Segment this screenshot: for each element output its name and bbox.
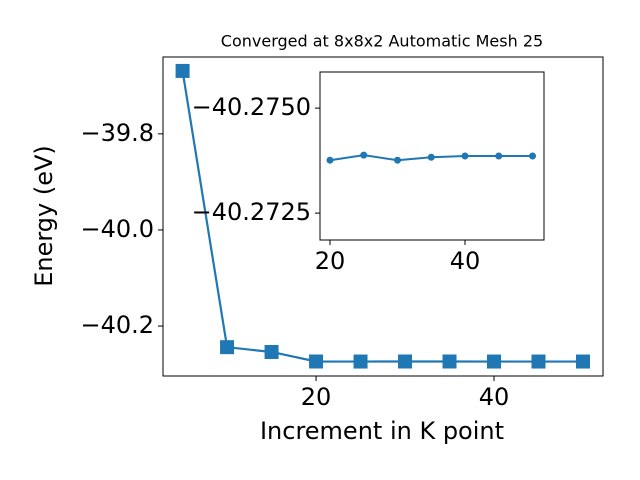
marker: [398, 354, 413, 369]
marker: [529, 152, 537, 160]
series-line: [181, 70, 583, 363]
marker: [394, 156, 402, 164]
y-tick-label: −40.2725: [192, 198, 311, 226]
marker: [326, 156, 334, 164]
x-axis-label: Increment in K point: [260, 417, 504, 445]
x-tick-label: 20: [301, 383, 332, 411]
marker: [360, 151, 368, 159]
marker: [427, 153, 435, 161]
x-tick-label: 40: [450, 247, 481, 275]
marker: [575, 354, 590, 369]
axes-frame: [162, 56, 604, 377]
y-tick-label: −40.2750: [192, 93, 311, 121]
marker: [461, 152, 469, 160]
marker: [495, 152, 503, 160]
chart-title: Converged at 8x8x2 Automatic Mesh 25: [221, 32, 543, 51]
x-tick-label: 40: [479, 383, 510, 411]
y-tick-label: −40.0: [80, 215, 154, 243]
marker: [264, 344, 279, 359]
marker: [487, 354, 502, 369]
y-tick-label: −39.8: [80, 119, 154, 147]
axes-frame: [319, 71, 545, 241]
y-axis-label: Energy (eV): [30, 145, 58, 287]
x-tick-label: 20: [315, 247, 346, 275]
marker: [531, 354, 546, 369]
marker: [442, 354, 457, 369]
y-tick-label: −40.2: [80, 311, 154, 339]
marker: [309, 354, 324, 369]
marker: [353, 354, 368, 369]
marker: [175, 63, 190, 78]
marker: [220, 340, 235, 355]
